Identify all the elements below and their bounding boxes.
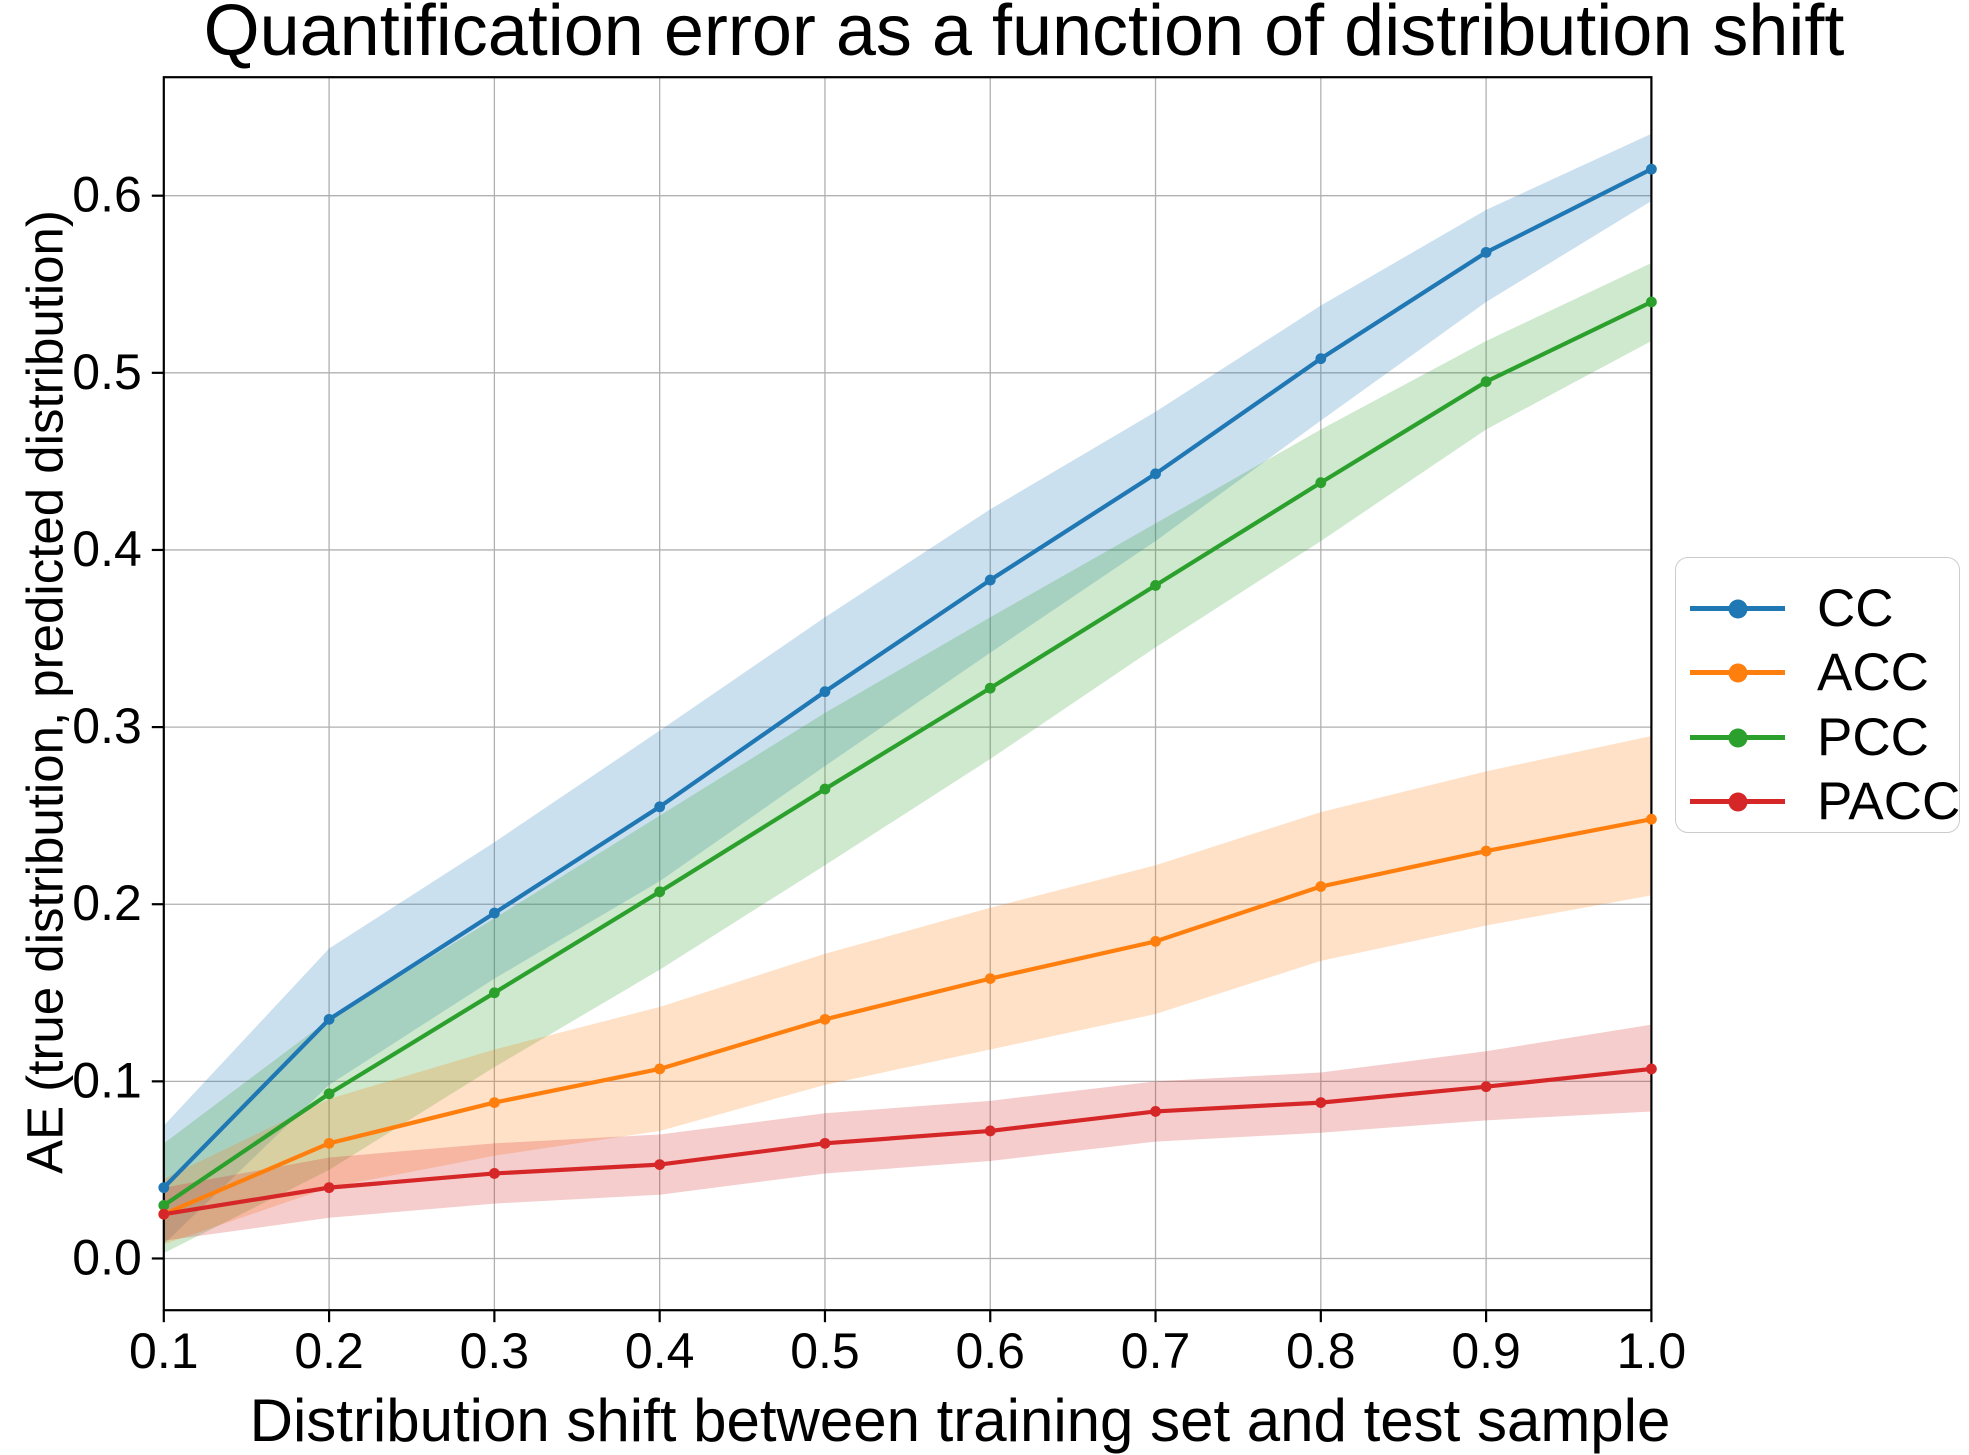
svg-text:0.5: 0.5 bbox=[790, 1323, 860, 1379]
svg-text:1.0: 1.0 bbox=[1617, 1323, 1687, 1379]
svg-text:0.1: 0.1 bbox=[72, 1052, 142, 1108]
svg-text:0.4: 0.4 bbox=[72, 521, 142, 577]
svg-text:0.0: 0.0 bbox=[72, 1229, 142, 1285]
svg-text:0.2: 0.2 bbox=[72, 875, 142, 931]
svg-text:0.1: 0.1 bbox=[129, 1323, 199, 1379]
svg-text:0.3: 0.3 bbox=[460, 1323, 530, 1379]
svg-text:0.3: 0.3 bbox=[72, 698, 142, 754]
svg-text:0.9: 0.9 bbox=[1451, 1323, 1521, 1379]
svg-text:0.7: 0.7 bbox=[1121, 1323, 1191, 1379]
svg-text:0.4: 0.4 bbox=[625, 1323, 695, 1379]
svg-text:0.5: 0.5 bbox=[72, 344, 142, 400]
svg-text:0.2: 0.2 bbox=[294, 1323, 364, 1379]
svg-text:0.6: 0.6 bbox=[955, 1323, 1025, 1379]
svg-text:0.8: 0.8 bbox=[1286, 1323, 1356, 1379]
svg-text:0.6: 0.6 bbox=[72, 167, 142, 223]
